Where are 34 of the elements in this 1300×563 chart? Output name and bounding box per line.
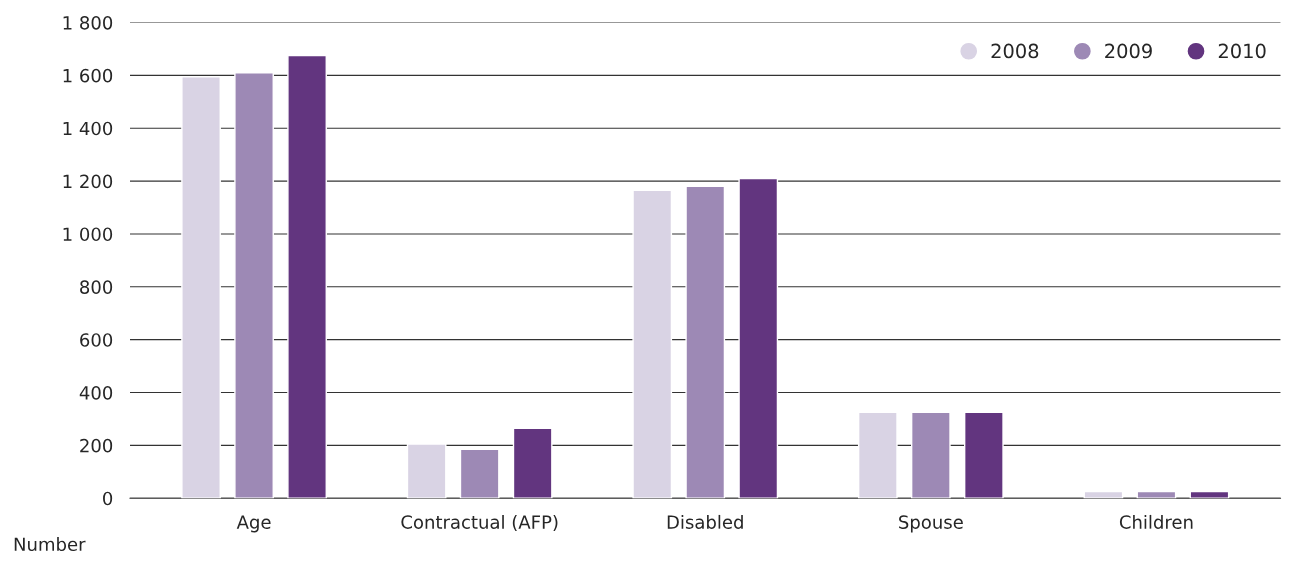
bar bbox=[181, 76, 221, 499]
y-axis-title: Number bbox=[14, 537, 86, 552]
y-tick-label: 1 000 bbox=[63, 227, 113, 242]
bar bbox=[406, 443, 447, 499]
bar bbox=[632, 189, 673, 499]
y-tick-label: 1 200 bbox=[63, 174, 113, 189]
bar bbox=[963, 411, 1004, 499]
y-tick-label: 1 600 bbox=[63, 68, 113, 83]
y-tick-label: 1 400 bbox=[63, 121, 113, 136]
y-tick-label: 0 bbox=[103, 491, 113, 506]
bar bbox=[685, 185, 726, 499]
bar bbox=[234, 72, 274, 499]
bar bbox=[512, 427, 553, 499]
y-tick-label: 400 bbox=[79, 386, 113, 400]
x-tick-label: Spouse bbox=[899, 515, 963, 533]
bar bbox=[287, 54, 327, 499]
x-tick-label: Age bbox=[236, 515, 271, 533]
legend-label: 2010 bbox=[1218, 43, 1266, 59]
legend-label: 2009 bbox=[1105, 43, 1152, 59]
x-tick-label: Contractual (AFP) bbox=[401, 514, 558, 532]
bar bbox=[1136, 490, 1177, 499]
x-tick-label: Disabled bbox=[667, 514, 743, 529]
bar bbox=[1083, 490, 1124, 499]
legend-label: 2008 bbox=[991, 43, 1039, 59]
bar bbox=[1189, 490, 1230, 499]
y-tick-label: 600 bbox=[80, 333, 113, 347]
y-tick-label: 800 bbox=[80, 280, 113, 294]
bar bbox=[857, 411, 898, 499]
y-tick-label: 200 bbox=[80, 438, 113, 453]
y-tick-label: 1 800 bbox=[63, 15, 113, 30]
bar bbox=[459, 448, 500, 499]
bar bbox=[738, 177, 779, 499]
bar bbox=[910, 411, 951, 499]
x-tick-label: Children bbox=[1119, 514, 1193, 529]
